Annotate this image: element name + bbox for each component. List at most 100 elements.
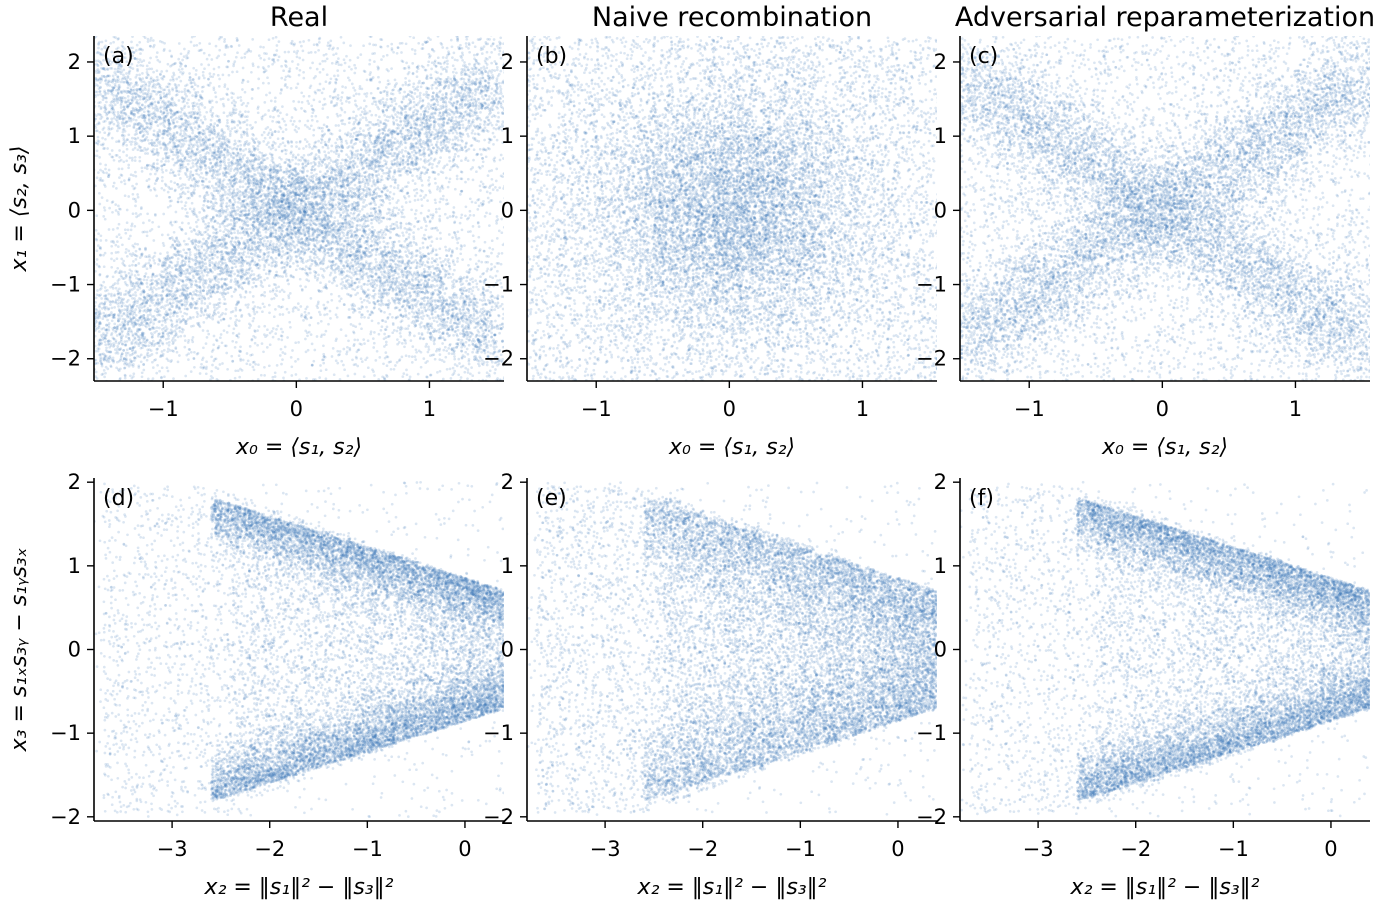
scatter-point [85,135,88,138]
scatter-point [451,116,454,119]
scatter-point [83,298,86,301]
scatter-point [87,78,90,81]
scatter-point [220,333,223,336]
scatter-point [319,170,322,173]
scatter-point [251,210,254,213]
scatter-point [376,87,379,90]
scatter-point [518,69,521,72]
scatter-point [211,238,214,241]
scatter-point [200,172,203,175]
scatter-point [279,169,282,172]
scatter-point [132,212,135,215]
scatter-point [138,48,141,51]
scatter-point [456,242,459,245]
scatter-point [113,159,116,162]
scatter-point [285,167,288,170]
scatter-point [367,339,370,342]
scatter-point [376,350,379,353]
scatter-point [253,305,256,308]
scatter-point [275,289,278,292]
scatter-point [57,93,60,96]
scatter-point [209,149,212,152]
scatter-point [118,208,121,211]
scatter-point [363,108,366,111]
scatter-point [215,101,218,104]
scatter-point [496,237,499,240]
scatter-point [351,83,354,86]
scatter-point [216,256,219,259]
scatter-point [99,177,102,180]
scatter-point [290,87,293,90]
scatter-point [202,289,205,292]
scatter-point [82,323,85,326]
scatter-point [138,247,141,250]
scatter-point [79,308,82,311]
scatter-point [116,130,119,133]
scatter-point [116,334,119,337]
scatter-point [198,211,201,214]
scatter-point [52,304,55,307]
scatter-point [326,44,329,47]
scatter-point [87,121,90,124]
scatter-point [469,76,472,79]
scatter-point [517,59,520,62]
scatter-point [323,314,326,317]
scatter-point [163,244,166,247]
scatter-point [146,152,149,155]
scatter-point [121,115,124,118]
scatter-point [208,278,211,281]
scatter-point [411,157,414,160]
scatter-point [307,160,310,163]
scatter-point [297,308,300,311]
scatter-point [234,142,237,145]
scatter-point [68,85,71,88]
scatter-point [291,349,294,352]
scatter-point [375,174,378,177]
scatter-point [468,301,471,304]
scatter-point [83,52,86,55]
scatter-point [466,377,469,380]
scatter-point [190,351,193,354]
scatter-point [294,162,297,165]
scatter-point [250,231,253,234]
scatter-point [469,278,472,281]
scatter-point [282,142,285,145]
scatter-point [420,85,423,88]
scatter-point [495,222,498,225]
scatter-point [104,343,107,346]
scatter-point [492,188,495,191]
scatter-point [132,198,135,201]
scatter-point [257,87,260,90]
scatter-point [87,379,90,382]
scatter-point [407,249,410,252]
scatter-point [500,231,503,234]
scatter-point [495,180,498,183]
scatter-point [196,315,199,318]
scatter-point [503,185,506,188]
scatter-point [223,38,226,41]
scatter-point [81,50,84,53]
scatter-point [411,62,414,65]
scatter-point [217,281,220,284]
scatter-point [152,366,155,369]
scatter-point [85,330,88,333]
scatter-point [134,243,137,246]
scatter-point [143,110,146,113]
scatter-point [465,42,468,45]
scatter-point [448,273,451,276]
scatter-point [347,339,350,342]
scatter-point [424,394,427,397]
scatter-point [80,4,83,7]
scatter-point [117,245,120,248]
scatter-point [279,313,282,316]
scatter-point [434,289,437,292]
scatter-point [170,200,173,203]
scatter-point [461,59,464,62]
scatter-point [416,75,419,78]
scatter-point [263,131,266,134]
scatter-point [430,157,433,160]
scatter-point [169,312,172,315]
scatter-point [340,328,343,331]
scatter-point [84,350,87,353]
scatter-point [270,148,273,151]
